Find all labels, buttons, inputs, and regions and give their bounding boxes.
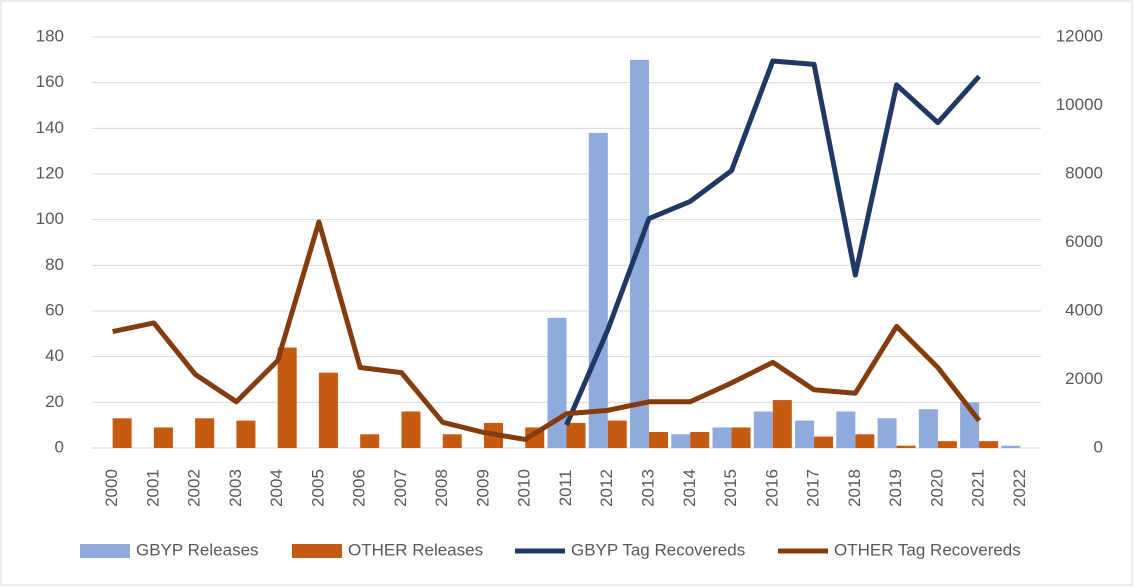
x-tick-label: 2011 (556, 470, 575, 507)
bar (153, 427, 173, 448)
legend-swatch (292, 544, 342, 558)
x-tick-label: 2022 (1010, 469, 1029, 507)
x-tick-label: 2017 (804, 469, 823, 507)
x-tick-label: 2013 (639, 469, 658, 507)
x-tick-label: 2020 (927, 469, 946, 507)
legend-label: GBYP Tag Recovereds (571, 540, 745, 559)
bar (318, 372, 338, 448)
legend-label: OTHER Releases (348, 540, 483, 559)
bar (795, 420, 815, 448)
bar (937, 441, 957, 448)
bar (814, 436, 834, 448)
bar (277, 347, 297, 448)
legend-label: GBYP Releases (136, 540, 259, 559)
bar (649, 432, 669, 448)
bar (896, 445, 916, 448)
y2-tick-label: 4000 (1065, 300, 1103, 319)
bar (112, 418, 132, 448)
y-tick-label: 20 (45, 392, 64, 411)
bar (236, 420, 256, 448)
bar (401, 411, 421, 448)
line-series (564, 58, 981, 427)
bar (731, 427, 751, 448)
x-tick-label: 2002 (185, 469, 204, 507)
bar (360, 434, 380, 448)
x-tick-label: 2008 (432, 469, 451, 507)
bar (607, 420, 627, 448)
x-tick-label: 2019 (886, 469, 905, 507)
y-tick-label: 180 (36, 26, 64, 45)
bar (442, 434, 462, 448)
y2-tick-label: 10000 (1056, 95, 1103, 114)
x-tick-label: 2007 (391, 469, 410, 507)
bar (753, 411, 773, 448)
y-tick-label: 60 (45, 300, 64, 319)
legend-label: OTHER Tag Recovereds (834, 540, 1021, 559)
x-tick-label: 2018 (845, 469, 864, 507)
bar (588, 132, 608, 448)
bar (547, 317, 567, 448)
y-tick-label: 160 (36, 72, 64, 91)
x-tick-label: 2010 (515, 469, 534, 507)
y-tick-label: 80 (45, 255, 64, 274)
bar (566, 422, 586, 448)
x-tick-label: 2015 (721, 469, 740, 507)
bar (1001, 445, 1021, 448)
x-tick-label: 2000 (102, 469, 121, 507)
bar (836, 411, 856, 448)
y-tick-label: 100 (36, 209, 64, 228)
bar (630, 59, 650, 448)
x-tick-label: 2009 (473, 469, 492, 507)
x-tick-label: 2004 (267, 469, 286, 507)
bar (772, 400, 792, 448)
y2-tick-label: 12000 (1056, 26, 1103, 45)
bar (877, 418, 897, 448)
bar (855, 434, 875, 448)
bar (918, 409, 938, 448)
x-tick-label: 2021 (969, 469, 988, 507)
y-tick-label: 120 (36, 163, 64, 182)
y-tick-label: 0 (55, 437, 64, 456)
y-tick-label: 40 (45, 346, 64, 365)
bar (979, 441, 999, 448)
x-tick-label: 2003 (226, 469, 245, 507)
y2-tick-label: 8000 (1065, 163, 1103, 182)
x-tick-label: 2006 (350, 469, 369, 507)
x-tick-label: 2012 (597, 469, 616, 507)
y2-tick-label: 6000 (1065, 232, 1103, 251)
x-tick-label: 2014 (680, 469, 699, 507)
y2-tick-label: 2000 (1065, 369, 1103, 388)
legend-swatch (80, 544, 130, 558)
bar (690, 432, 710, 448)
x-tick-label: 2001 (143, 469, 162, 507)
bar (671, 434, 691, 448)
line-series (112, 219, 982, 442)
y-tick-label: 140 (36, 118, 64, 137)
bar (712, 427, 732, 448)
x-tick-label: 2016 (762, 469, 781, 507)
bar (195, 418, 215, 448)
x-tick-label: 2005 (308, 469, 327, 507)
y2-tick-label: 0 (1094, 437, 1103, 456)
